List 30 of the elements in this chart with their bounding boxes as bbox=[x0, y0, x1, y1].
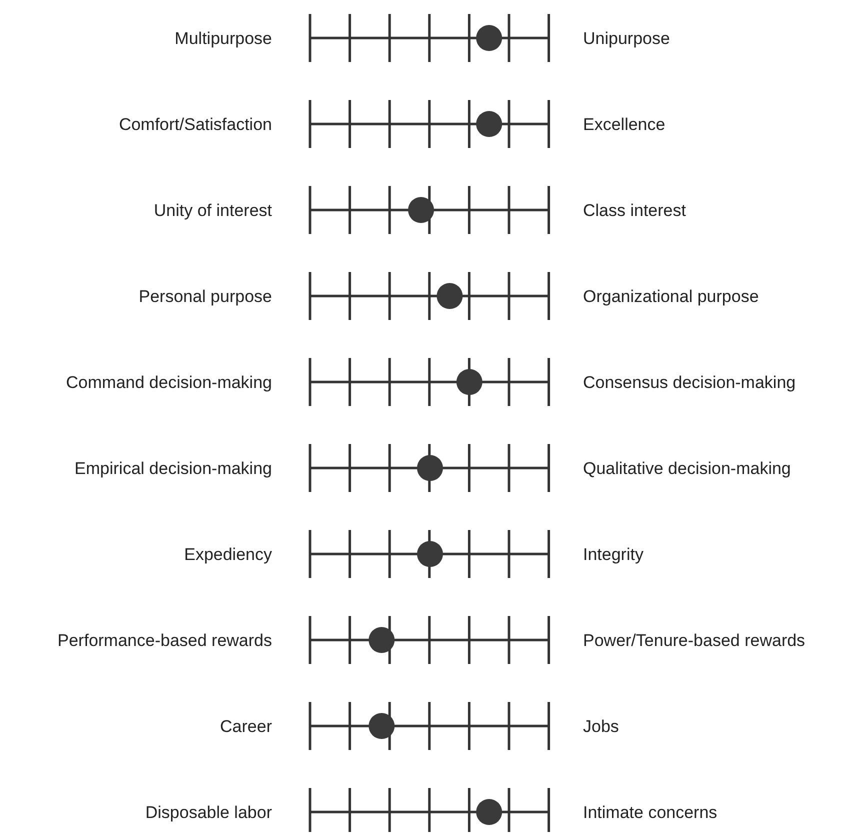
point bbox=[408, 197, 434, 223]
y-tick-label: Comfort/Satisfaction bbox=[118, 114, 272, 134]
y-tick-label: Personal purpose bbox=[138, 286, 272, 306]
y2-tick-label: Jobs bbox=[583, 716, 619, 736]
y-tick-label: Command decision-making bbox=[66, 372, 272, 392]
point bbox=[456, 369, 482, 395]
y2-tick-label: Qualitative decision-making bbox=[583, 458, 791, 478]
point bbox=[368, 713, 395, 739]
point bbox=[368, 627, 395, 653]
y2-tick-label: Integrity bbox=[583, 544, 644, 564]
y2-tick-label: Unipurpose bbox=[583, 28, 670, 48]
y2-tick-label: Organizational purpose bbox=[583, 286, 759, 306]
point bbox=[416, 455, 443, 481]
y-tick-label: Performance-based rewards bbox=[58, 630, 272, 650]
point bbox=[476, 799, 502, 825]
y2-tick-label: Class interest bbox=[583, 200, 686, 220]
y2-tick-label: Excellence bbox=[583, 114, 666, 134]
y-tick-label: Expediency bbox=[184, 544, 272, 564]
point bbox=[476, 25, 502, 51]
y-tick-label: Empirical decision-making bbox=[74, 458, 272, 478]
y2-tick-label: Consensus decision-making bbox=[583, 372, 796, 392]
y-tick-label: Career bbox=[220, 716, 272, 736]
y2-tick-label: Power/Tenure-based rewards bbox=[583, 630, 806, 650]
y2-tick-label: Intimate concerns bbox=[583, 802, 718, 822]
point bbox=[476, 111, 502, 137]
y-tick-label: Unity of interest bbox=[154, 200, 272, 220]
y-tick-label: Disposable labor bbox=[145, 802, 272, 822]
y-tick-label: Multipurpose bbox=[174, 28, 272, 48]
point bbox=[416, 541, 443, 567]
point bbox=[436, 283, 463, 309]
